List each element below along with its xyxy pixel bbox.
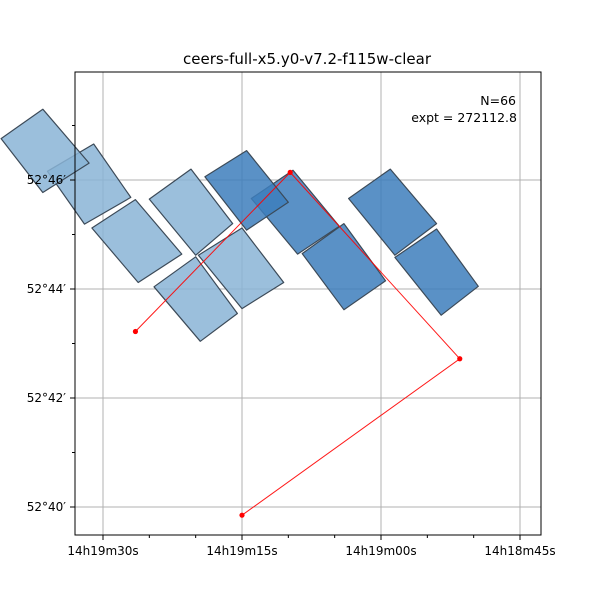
footprint-dark [301, 223, 387, 311]
footprint-dark [394, 228, 479, 316]
y-tick-label: 52°46′ [27, 173, 67, 187]
footprint-light [153, 256, 238, 342]
x-tick-label: 14h19m30s [67, 544, 138, 558]
n-count-label: N=66 [480, 93, 516, 108]
exposure-time-label: expt = 272112.8 [411, 110, 517, 125]
footprint-dark [348, 168, 438, 256]
footprint-light [148, 168, 234, 256]
track-point [239, 512, 245, 518]
chart-title: ceers-full-x5.y0-v7.2-f115w-clear [183, 50, 432, 68]
track-layer [132, 169, 463, 518]
x-tick-label: 14h19m00s [345, 544, 416, 558]
footprint-light [0, 108, 90, 194]
track-line [135, 171, 461, 516]
grid-layer [75, 72, 541, 535]
plot-frame [74, 71, 542, 536]
track-point [457, 356, 463, 362]
track-point [287, 169, 293, 175]
footprint-light [91, 199, 183, 284]
footprint-layer [0, 108, 479, 342]
x-tick-label: 14h18m45s [484, 544, 555, 558]
y-tick-label: 52°44′ [27, 282, 67, 296]
y-tick-label: 52°42′ [27, 391, 67, 405]
track-point [132, 328, 139, 335]
footprint-dark [204, 150, 289, 231]
y-tick-label: 52°40′ [27, 500, 67, 514]
tick-layer: 14h19m30s 14h19m15s 14h19m00s 14h18m45s 52°4… [27, 125, 556, 558]
x-tick-label: 14h19m15s [206, 544, 277, 558]
